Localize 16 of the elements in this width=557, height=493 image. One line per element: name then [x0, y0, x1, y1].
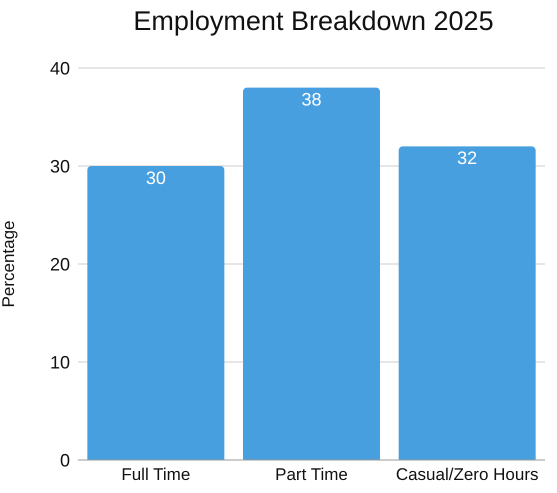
- x-tick-label: Casual/Zero Hours: [396, 465, 539, 484]
- y-axis-title: Percentage: [0, 220, 18, 308]
- y-tick-label: 20: [50, 254, 70, 274]
- y-tick-label: 10: [50, 352, 70, 372]
- y-tick-label: 0: [60, 450, 70, 470]
- data-label: 32: [457, 148, 478, 168]
- x-tick-label: Full Time: [121, 465, 190, 484]
- bar: [243, 88, 380, 460]
- bar: [398, 146, 536, 460]
- data-label: 30: [146, 168, 166, 188]
- y-tick-label: 40: [50, 58, 70, 78]
- bar: [87, 166, 224, 460]
- x-tick-label: Part Time: [275, 465, 348, 484]
- y-tick-label: 30: [50, 156, 70, 176]
- chart-title: Employment Breakdown 2025: [132, 6, 495, 37]
- data-label: 38: [301, 89, 322, 110]
